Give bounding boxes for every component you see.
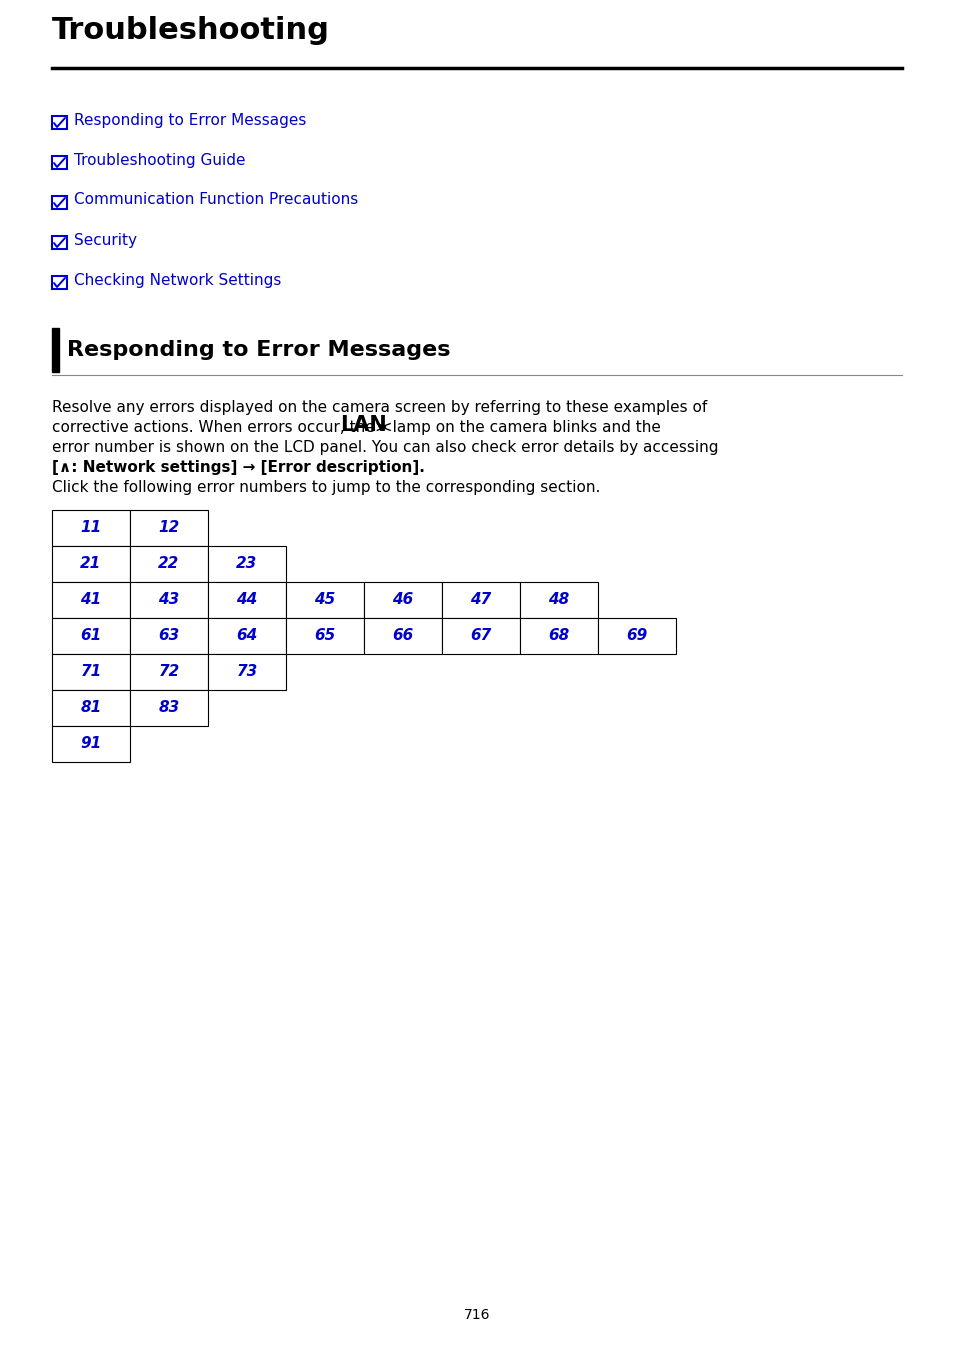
- Text: 64: 64: [236, 628, 257, 643]
- Bar: [208, 654, 286, 690]
- Text: 21: 21: [80, 557, 102, 572]
- Bar: [208, 546, 286, 582]
- Bar: [208, 617, 286, 654]
- Bar: [52, 116, 67, 129]
- Bar: [52, 510, 130, 546]
- Bar: [52, 726, 130, 763]
- Bar: [519, 617, 598, 654]
- Text: Security: Security: [74, 233, 137, 247]
- Bar: [130, 582, 208, 617]
- Text: Checking Network Settings: Checking Network Settings: [74, 273, 281, 288]
- Text: 23: 23: [236, 557, 257, 572]
- Bar: [130, 617, 208, 654]
- Bar: [441, 617, 519, 654]
- Bar: [364, 617, 441, 654]
- Text: Troubleshooting: Troubleshooting: [52, 16, 330, 44]
- Text: 72: 72: [158, 664, 179, 679]
- Text: 73: 73: [236, 664, 257, 679]
- Bar: [52, 654, 130, 690]
- Text: 22: 22: [158, 557, 179, 572]
- Bar: [130, 690, 208, 726]
- Text: 67: 67: [470, 628, 491, 643]
- Text: 44: 44: [236, 593, 257, 608]
- Text: 41: 41: [80, 593, 102, 608]
- Text: Click the following error numbers to jump to the corresponding section.: Click the following error numbers to jum…: [52, 480, 599, 495]
- Bar: [52, 582, 130, 617]
- Text: 66: 66: [392, 628, 414, 643]
- Text: 12: 12: [158, 521, 179, 535]
- Bar: [598, 617, 676, 654]
- Text: 69: 69: [626, 628, 647, 643]
- Bar: [52, 328, 59, 373]
- Bar: [208, 582, 286, 617]
- Text: 716: 716: [463, 1307, 490, 1322]
- Text: error number is shown on the LCD panel. You can also check error details by acce: error number is shown on the LCD panel. …: [52, 440, 718, 455]
- Text: 91: 91: [80, 737, 102, 752]
- Text: 63: 63: [158, 628, 179, 643]
- Text: Resolve any errors displayed on the camera screen by referring to these examples: Resolve any errors displayed on the came…: [52, 399, 706, 416]
- Text: [∧: Network settings] → [Error description].: [∧: Network settings] → [Error descripti…: [52, 460, 424, 475]
- Bar: [130, 546, 208, 582]
- Bar: [52, 196, 67, 208]
- Text: 81: 81: [80, 701, 102, 716]
- Text: Responding to Error Messages: Responding to Error Messages: [67, 340, 450, 360]
- Bar: [52, 276, 67, 289]
- Bar: [52, 690, 130, 726]
- Bar: [364, 582, 441, 617]
- Bar: [519, 582, 598, 617]
- Text: 45: 45: [314, 593, 335, 608]
- Bar: [441, 582, 519, 617]
- Text: 46: 46: [392, 593, 414, 608]
- Bar: [130, 654, 208, 690]
- Text: 71: 71: [80, 664, 102, 679]
- Text: corrective actions. When errors occur, the <: corrective actions. When errors occur, t…: [52, 420, 392, 434]
- Bar: [52, 546, 130, 582]
- Bar: [286, 617, 364, 654]
- Bar: [52, 617, 130, 654]
- Text: LAN: LAN: [339, 416, 386, 434]
- Text: 83: 83: [158, 701, 179, 716]
- Text: 48: 48: [548, 593, 569, 608]
- Bar: [52, 235, 67, 249]
- Text: 47: 47: [470, 593, 491, 608]
- Text: > lamp on the camera blinks and the: > lamp on the camera blinks and the: [375, 420, 660, 434]
- Bar: [130, 510, 208, 546]
- Bar: [52, 156, 67, 169]
- Text: 68: 68: [548, 628, 569, 643]
- Text: 61: 61: [80, 628, 102, 643]
- Bar: [286, 582, 364, 617]
- Text: 11: 11: [80, 521, 102, 535]
- Text: 43: 43: [158, 593, 179, 608]
- Text: Responding to Error Messages: Responding to Error Messages: [74, 113, 306, 128]
- Text: Troubleshooting Guide: Troubleshooting Guide: [74, 152, 245, 168]
- Text: 65: 65: [314, 628, 335, 643]
- Text: Communication Function Precautions: Communication Function Precautions: [74, 192, 358, 207]
